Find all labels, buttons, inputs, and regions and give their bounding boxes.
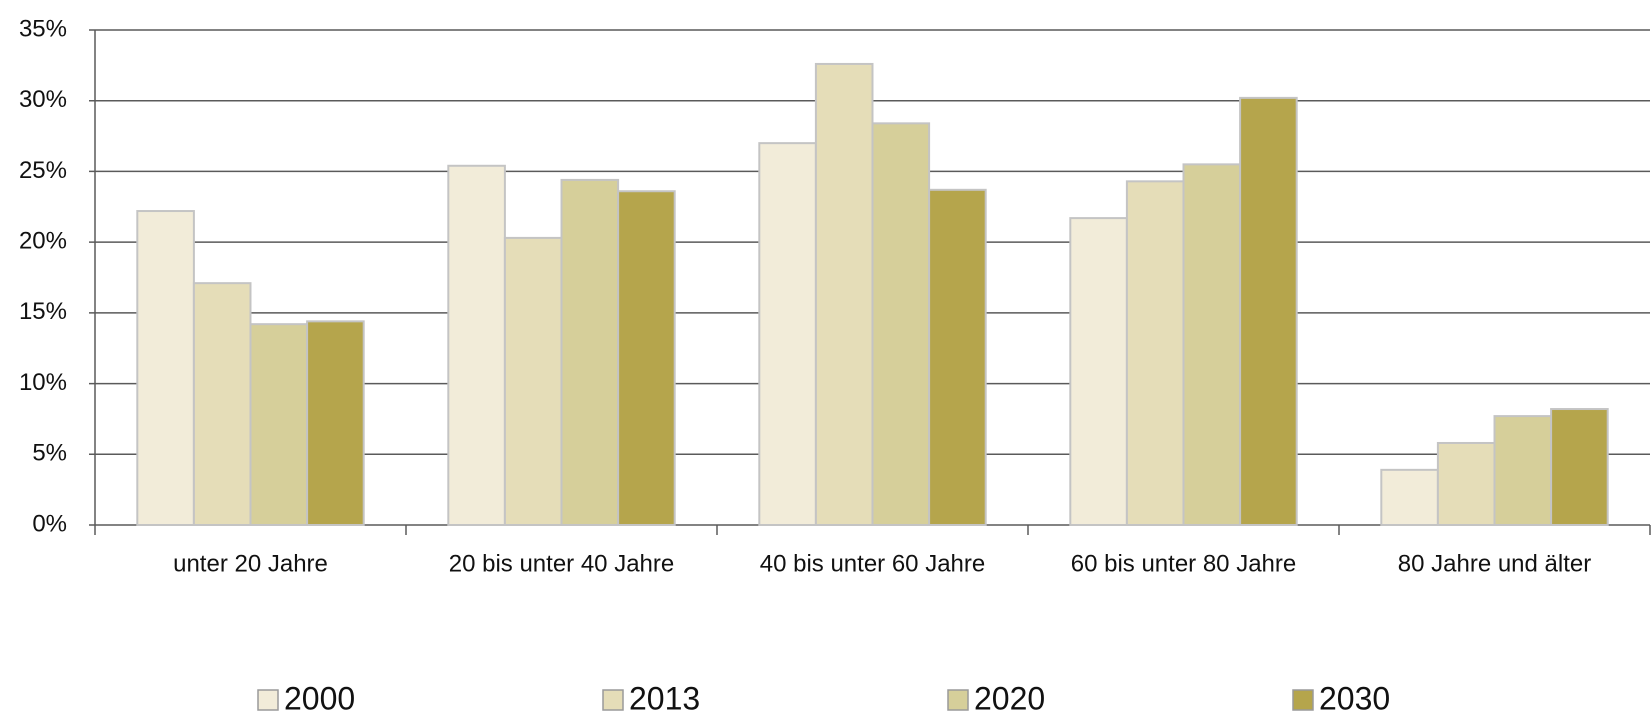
y-tick-label: 30% [19, 86, 67, 113]
bar [928, 188, 987, 526]
legend-swatch [257, 689, 279, 711]
legend-swatch [1292, 689, 1314, 711]
bar [1436, 441, 1496, 527]
x-tick-label: 60 bis unter 80 Jahre [1071, 550, 1296, 577]
bar [249, 323, 309, 526]
bar [136, 210, 195, 526]
bar [306, 320, 365, 527]
bar [560, 178, 620, 527]
x-tick-label: 80 Jahre und älter [1398, 550, 1591, 577]
legend-swatch [602, 689, 624, 711]
bar [1182, 163, 1242, 526]
y-tick-label: 25% [19, 157, 67, 184]
y-tick-label: 5% [32, 440, 67, 467]
legend-label: 2020 [974, 680, 1045, 716]
bar [192, 282, 252, 526]
bar [447, 164, 506, 526]
x-tick-label: 20 bis unter 40 Jahre [449, 550, 674, 577]
bar [617, 190, 676, 526]
legend-swatch [947, 689, 969, 711]
legend-label: 2030 [1319, 680, 1390, 716]
bar [871, 122, 931, 526]
y-tick-label: 20% [19, 227, 67, 254]
bar [503, 236, 563, 526]
y-tick-label: 0% [32, 510, 67, 537]
bar [1069, 217, 1128, 526]
bar [758, 142, 817, 526]
y-tick-label: 15% [19, 298, 67, 325]
bar [1550, 408, 1609, 526]
x-tick-label: unter 20 Jahre [173, 550, 328, 577]
bar [1380, 468, 1439, 527]
legend-label: 2000 [284, 680, 355, 716]
bar [1125, 180, 1185, 526]
y-tick-label: 35% [19, 15, 67, 42]
y-tick-label: 10% [19, 369, 67, 396]
bar [814, 62, 874, 526]
x-tick-label: 40 bis unter 60 Jahre [760, 550, 985, 577]
bar [1239, 96, 1298, 526]
legend-label: 2013 [629, 680, 700, 716]
bar [1493, 415, 1553, 527]
